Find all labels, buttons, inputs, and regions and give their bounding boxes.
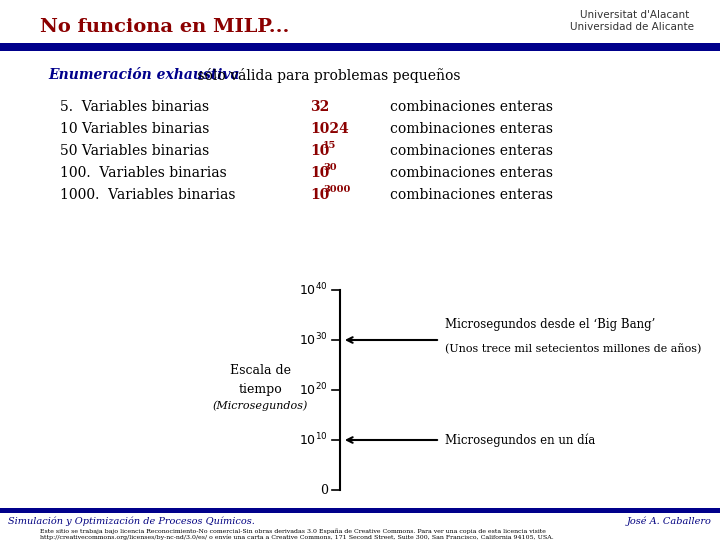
Text: 15: 15 xyxy=(323,141,336,150)
Text: 10: 10 xyxy=(310,166,329,180)
Text: Simulación y Optimización de Procesos Químicos.: Simulación y Optimización de Procesos Qu… xyxy=(8,516,255,525)
Text: sólo válida para problemas pequeños: sólo válida para problemas pequeños xyxy=(193,68,461,83)
Text: 3000: 3000 xyxy=(323,185,351,194)
Text: tiempo: tiempo xyxy=(238,383,282,396)
Text: 1024: 1024 xyxy=(310,122,348,136)
Text: combinaciones enteras: combinaciones enteras xyxy=(390,122,553,136)
Text: 10: 10 xyxy=(310,188,329,202)
Text: 1000.  Variables binarias: 1000. Variables binarias xyxy=(60,188,235,202)
Text: 100.  Variables binarias: 100. Variables binarias xyxy=(60,166,227,180)
Text: Microsegundos desde el ‘Big Bang’: Microsegundos desde el ‘Big Bang’ xyxy=(445,318,655,331)
Text: 5.  Variables binarias: 5. Variables binarias xyxy=(60,100,209,114)
Text: combinaciones enteras: combinaciones enteras xyxy=(390,100,553,114)
Text: combinaciones enteras: combinaciones enteras xyxy=(390,144,553,158)
Text: Universidad de Alicante: Universidad de Alicante xyxy=(570,22,694,32)
Text: Microsegundos en un día: Microsegundos en un día xyxy=(445,433,595,447)
Text: 30: 30 xyxy=(323,163,337,172)
Text: Enumeración exhaustiva: Enumeración exhaustiva xyxy=(48,68,240,82)
Text: Universitat d'Alacant: Universitat d'Alacant xyxy=(580,10,689,20)
Text: combinaciones enteras: combinaciones enteras xyxy=(390,188,553,202)
Text: No funciona en MILP...: No funciona en MILP... xyxy=(40,18,289,36)
Text: 0: 0 xyxy=(320,483,328,496)
Text: (Microsegundos): (Microsegundos) xyxy=(212,401,307,411)
Text: $10^{30}$: $10^{30}$ xyxy=(300,332,328,348)
Bar xyxy=(0,43,720,51)
Text: (Unos trece mil setecientos millones de años): (Unos trece mil setecientos millones de … xyxy=(445,344,701,355)
Text: $10^{10}$: $10^{10}$ xyxy=(300,431,328,448)
Text: Este sitio se trabaja bajo licencia Reconocimiento-No comercial-Sin obras deriva: Este sitio se trabaja bajo licencia Reco… xyxy=(40,528,554,540)
Text: 32: 32 xyxy=(310,100,329,114)
Text: Escala de: Escala de xyxy=(230,363,290,376)
Text: 10 Variables binarias: 10 Variables binarias xyxy=(60,122,210,136)
Text: $10^{40}$: $10^{40}$ xyxy=(300,282,328,298)
Text: 10: 10 xyxy=(310,144,329,158)
Text: combinaciones enteras: combinaciones enteras xyxy=(390,166,553,180)
Text: $10^{20}$: $10^{20}$ xyxy=(300,382,328,399)
Bar xyxy=(0,508,720,513)
Text: José A. Caballero: José A. Caballero xyxy=(627,516,712,525)
Text: 50 Variables binarias: 50 Variables binarias xyxy=(60,144,210,158)
